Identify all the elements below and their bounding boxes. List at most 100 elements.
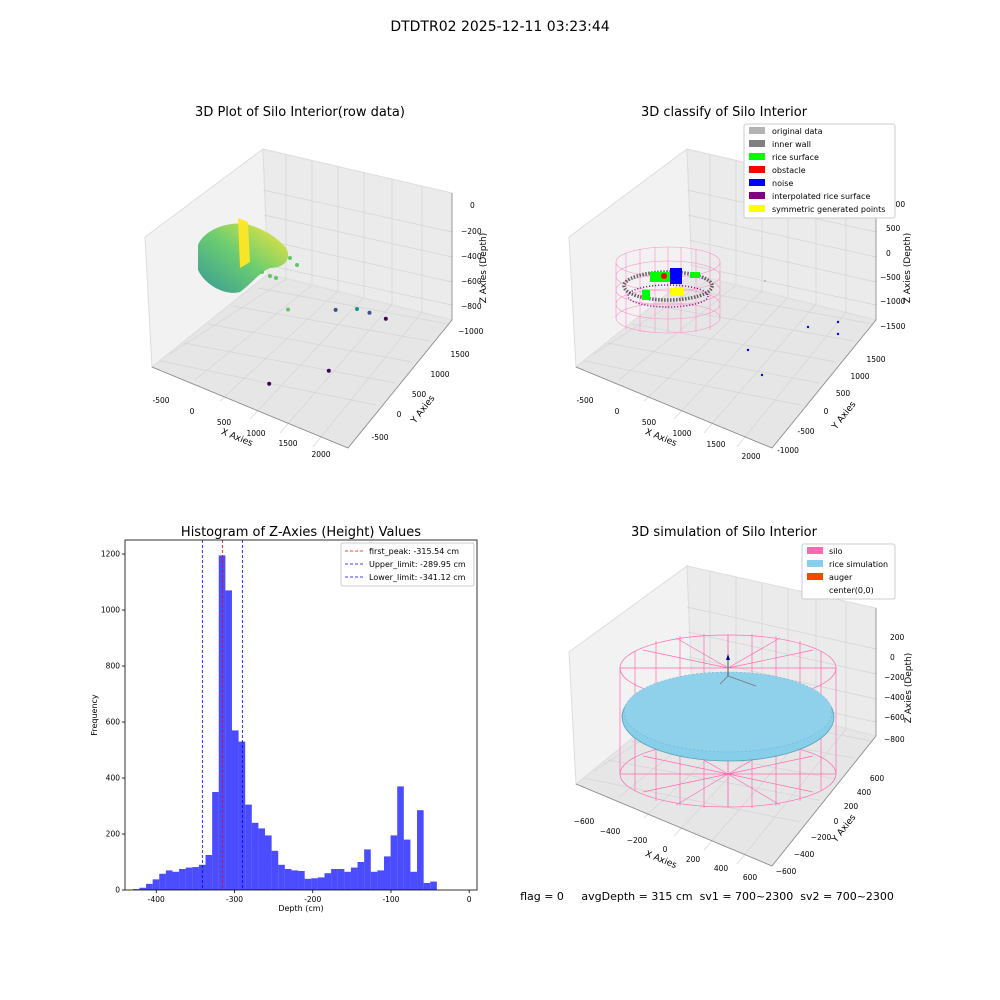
- p1-xtick-1: 0: [190, 407, 195, 416]
- p2-xtick-5: 2000: [741, 452, 760, 461]
- p4-ztick-1: 0: [890, 653, 895, 662]
- p4-xtick-5: 400: [714, 864, 729, 873]
- histogram-bar-37: [377, 870, 384, 890]
- p1-ytick-2: 500: [412, 390, 427, 399]
- panel1-outlier-points: [267, 307, 388, 386]
- p4-xtick-6: 600: [743, 873, 758, 882]
- histogram-bar-1: [139, 887, 147, 890]
- p2-ytick-1: -500: [797, 427, 814, 436]
- p1-xtick-3: 1000: [246, 429, 265, 438]
- histogram-ytick-label-0: 0: [115, 886, 120, 895]
- p4-ytick-3: 0: [834, 817, 839, 826]
- panel4-auger: [719, 654, 757, 687]
- histogram-bar-8: [185, 867, 193, 890]
- panel2-noise-points: [746, 280, 840, 377]
- histogram-bar-44: [423, 883, 431, 890]
- p2-xtick-0: -500: [576, 396, 593, 405]
- p2-xtick-4: 1500: [706, 440, 725, 449]
- histogram-bar-43: [417, 810, 424, 890]
- histogram-bar-32: [344, 871, 351, 890]
- p4-xtick-3: 0: [663, 845, 668, 854]
- p4-xtick-2: −200: [627, 836, 648, 845]
- p2-legend-swatch-2: [749, 153, 765, 160]
- p2-xtick-2: 500: [642, 418, 657, 427]
- p2-legend-swatch-3: [749, 166, 765, 173]
- histogram-bar-17: [245, 804, 252, 890]
- p2-legend-label-5: interpolated rice surface: [772, 192, 870, 201]
- p1-ytick-0: -500: [371, 433, 388, 442]
- histogram-xtick-label-0: -400: [148, 895, 165, 904]
- histogram-bar-27: [311, 878, 318, 890]
- p2-ylabel: Y Axies: [830, 400, 859, 433]
- p4-ytick-0: −600: [776, 867, 797, 876]
- p4-xtick-0: −600: [574, 817, 595, 826]
- histogram-ylabel: Frequency: [90, 694, 99, 736]
- p2-zlabel: Z Axies (Depth): [903, 233, 913, 304]
- histogram-bar-26: [304, 878, 312, 890]
- panel2-inner-wall-points: [622, 270, 714, 308]
- histogram-bar-23: [284, 869, 292, 890]
- histogram-bar-18: [251, 822, 259, 890]
- histogram-bar-31: [337, 869, 345, 890]
- p2-legend-label-3: obstacle: [772, 166, 806, 175]
- p4-ztick-2: −200: [884, 673, 905, 682]
- p4-legend-label-1: rice simulation: [829, 560, 888, 569]
- outlier-point-1: [367, 310, 372, 315]
- outlier-point-3: [326, 368, 331, 373]
- histogram-ytick-label-5: 1000: [101, 606, 120, 615]
- panel4-legend-box: [801, 543, 896, 600]
- histogram-bar-25: [298, 870, 305, 890]
- histogram-bar-20: [265, 835, 272, 890]
- p4-legend-swatch-0: [807, 547, 823, 554]
- p1-ztick-4: −800: [461, 302, 482, 311]
- p4-legend-swatch-1: [807, 560, 823, 567]
- p4-ztick-0: 200: [890, 633, 905, 642]
- histogram-bar-12: [212, 792, 219, 890]
- histogram-bar-16: [238, 741, 246, 890]
- histogram-bar-21: [271, 850, 279, 890]
- panel2-title: 3D classify of Silo Interior: [641, 105, 808, 120]
- p1-zlabel: Z Axies (Depth): [479, 233, 489, 304]
- p2-legend-swatch-5: [749, 192, 765, 199]
- p4-ytick-4: 200: [844, 802, 859, 811]
- p2-legend-label-1: inner wall: [772, 140, 811, 149]
- p1-xtick-0: -500: [152, 396, 169, 405]
- p2-xtick-1: 0: [615, 407, 620, 416]
- histogram-xlabel: Depth (cm): [278, 904, 323, 913]
- p2-legend-label-2: rice surface: [772, 153, 819, 162]
- histogram-frame: [124, 539, 478, 891]
- p2-ztick-1: 500: [886, 224, 901, 233]
- histogram-bar-41: [403, 839, 411, 890]
- p1-ztick-2: −400: [461, 252, 482, 261]
- histogram-ytick-label-1: 200: [106, 830, 121, 839]
- histogram-plot-area: [125, 540, 477, 890]
- histogram-bar-34: [357, 862, 365, 890]
- histogram-bar-33: [350, 867, 358, 890]
- p2-ytick-0: -1000: [777, 446, 799, 455]
- histogram-bar-6: [172, 871, 180, 890]
- p2-legend-swatch-0: [749, 127, 765, 134]
- p4-legend-label-0: silo: [829, 547, 843, 556]
- p4-legend-label-3: center(0,0): [829, 586, 874, 595]
- panel2-rice-surface: [642, 268, 700, 300]
- histogram-legend-label-0: first_peak: -315.54 cm: [369, 547, 459, 556]
- histogram-bar-36: [370, 871, 378, 890]
- p1-xtick-4: 1500: [278, 439, 297, 448]
- p2-ytick-5: 1500: [866, 355, 885, 364]
- histogram-bar-39: [390, 835, 398, 890]
- panel1-title: 3D Plot of Silo Interior(row data): [195, 105, 405, 120]
- p2-ztick-5: −1500: [880, 322, 906, 331]
- histogram-bar-40: [397, 786, 404, 890]
- outlier-point-5: [286, 307, 290, 312]
- histogram-xtick-label-1: -300: [226, 895, 243, 904]
- p4-ztick-5: −800: [884, 735, 905, 744]
- histogram-bar-9: [192, 867, 199, 890]
- outlier-point-4: [267, 381, 272, 386]
- p4-ytick-6: 600: [870, 774, 885, 783]
- outlier-point-6: [355, 307, 359, 311]
- panel4-legend: silo rice simulation auger center(0,0): [801, 543, 896, 600]
- p1-xtick-5: 2000: [311, 450, 330, 459]
- p2-legend-label-0: original data: [772, 127, 823, 136]
- p2-legend-label-6: symmetric generated points: [772, 205, 885, 214]
- outlier-point-2: [333, 307, 338, 312]
